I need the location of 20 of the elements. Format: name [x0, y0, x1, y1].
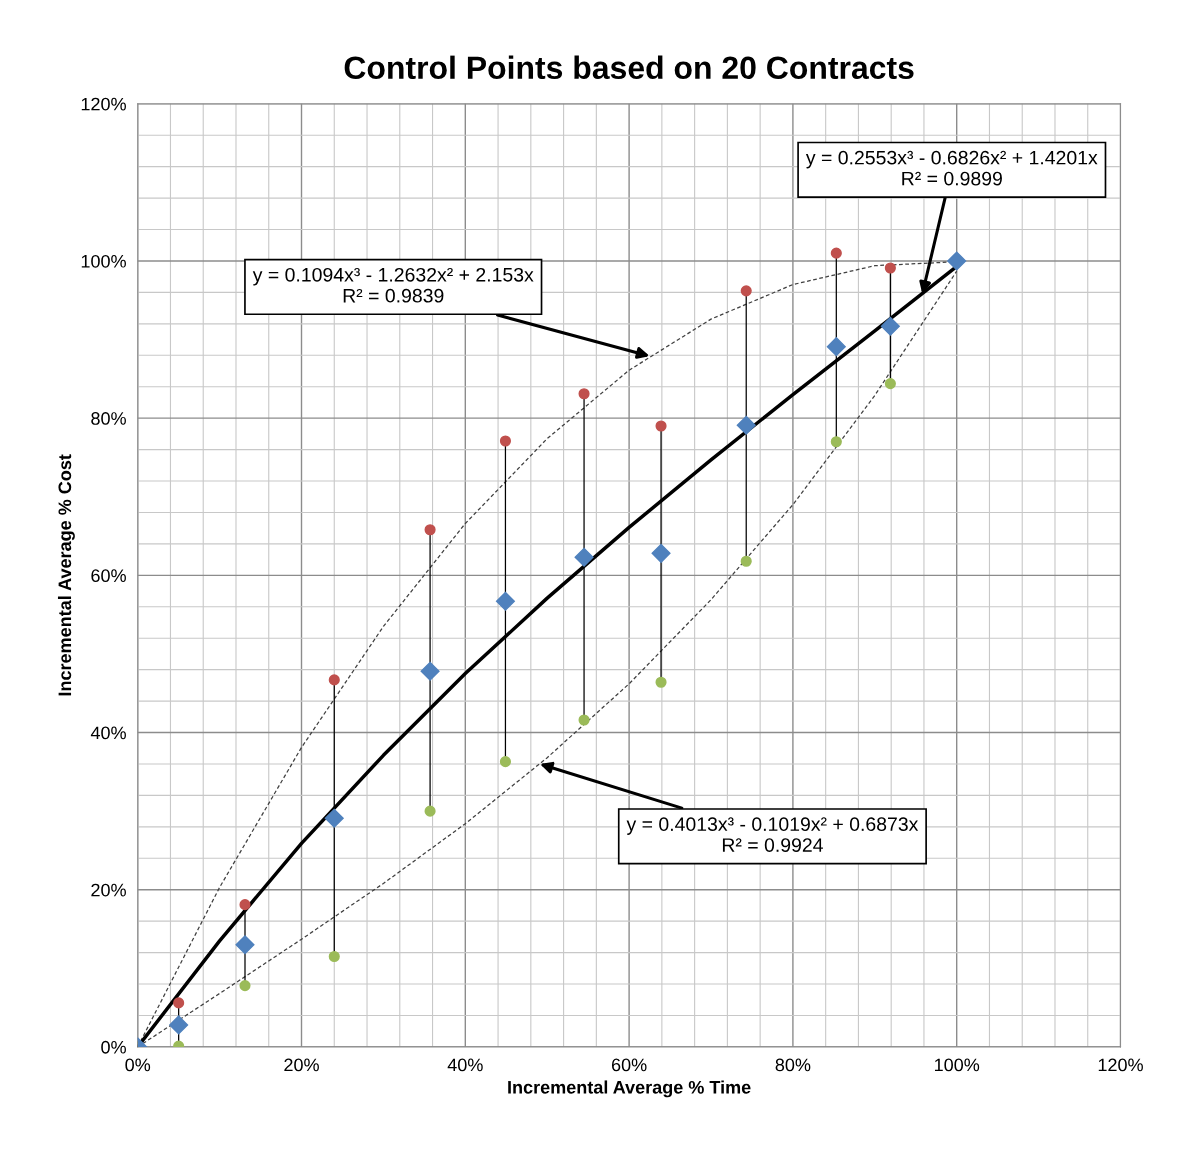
x-tick-label: 120% [1098, 1058, 1143, 1072]
chart-title: Control Points based on 20 Contracts [344, 55, 914, 80]
x-tick-label: 0% [125, 1058, 151, 1072]
x-tick-label: 20% [284, 1058, 319, 1072]
y-tick-label: 20% [91, 883, 126, 897]
x-tick-label: 80% [775, 1058, 811, 1072]
annotation: y = 0.4013x³ - 0.1019x² + 0.6873x R² = 0.9924 [626, 817, 919, 852]
y-axis-title: Incremental Average % Cost [57, 454, 75, 696]
y-tick-label: 0% [101, 1040, 126, 1054]
annotation: y = 0.2553x³ - 0.6826x² + 1.4201x R² = 0.9899 [805, 150, 1098, 186]
y-tick-label: 120% [81, 97, 126, 111]
y-tick-label: 40% [90, 726, 126, 740]
x-tick-label: 60% [611, 1058, 647, 1072]
y-tick-label: 80% [91, 412, 126, 425]
x-tick-label: 100% [934, 1058, 980, 1072]
y-tick-label: 60% [91, 569, 126, 583]
y-tick-label: 100% [81, 254, 126, 268]
x-axis-title: Incremental Average % Time [508, 1080, 751, 1098]
annotation: y = 0.1094x³ - 1.2632x² + 2.153x R² = 0.9839 [252, 267, 534, 303]
x-tick-label: 40% [447, 1058, 483, 1072]
